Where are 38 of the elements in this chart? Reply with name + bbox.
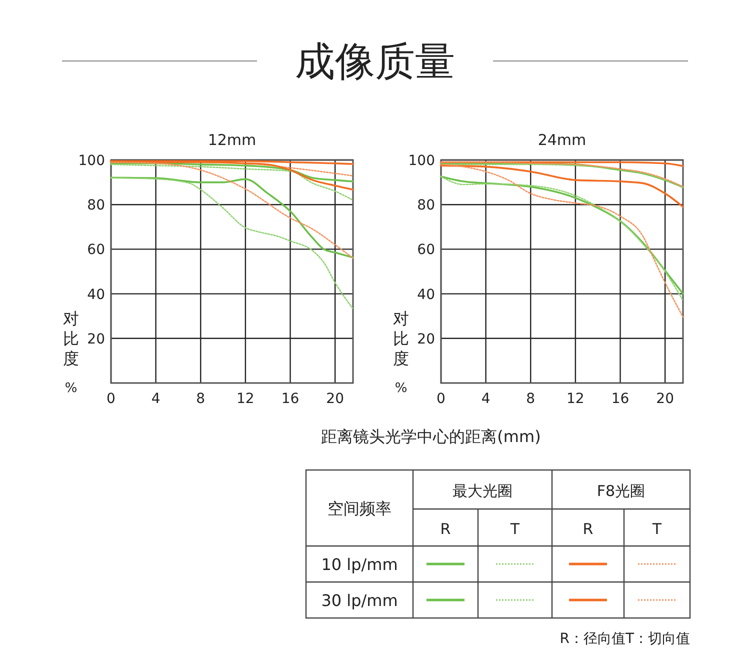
y-axis-title: 对比度% [393, 309, 409, 396]
y-tick-label: 40 [417, 286, 435, 303]
x-tick-label: 4 [151, 391, 160, 407]
y-tick-label: 60 [417, 242, 435, 258]
y-tick-label: 20 [87, 331, 105, 348]
y-tick-label: 20 [417, 331, 435, 348]
x-tick-label: 0 [436, 391, 446, 407]
x-tick-label: 12 [566, 391, 584, 407]
chart-title: 12mm [208, 131, 256, 149]
y-tick-label: 80 [87, 198, 105, 214]
text: T [509, 520, 520, 538]
text: 10 lp/mm [321, 555, 398, 574]
x-tick-label: 8 [196, 391, 206, 407]
x-tick-label: 8 [526, 391, 536, 407]
x-tick-label: 0 [106, 391, 116, 407]
x-tick-label: 20 [656, 391, 674, 407]
text: T [651, 520, 662, 538]
y-axis-title: 对比度% [63, 309, 79, 396]
x-tick-label: 4 [481, 391, 490, 407]
y-tick-label: 80 [417, 198, 435, 214]
text: R [582, 520, 594, 538]
x-tick-label: 12 [236, 391, 254, 407]
y-tick-label: 60 [87, 242, 105, 258]
text: R [440, 520, 451, 538]
x-tick-label: 16 [281, 391, 300, 407]
x-axis-title: 距离镜头光学中心的距离(mm) [321, 427, 541, 446]
text: 30 lp/mm [321, 591, 398, 610]
chart-title: 24mm [538, 131, 586, 149]
y-tick-label: 40 [87, 286, 105, 303]
text: F8光圈 [596, 482, 646, 500]
text: 空间频率 [328, 499, 392, 518]
text: 最大光圈 [452, 482, 512, 500]
x-tick-label: 20 [326, 391, 344, 407]
text: 成像质量 [295, 39, 455, 85]
y-tick-label: 100 [78, 153, 105, 169]
y-tick-label: 100 [408, 153, 435, 169]
x-tick-label: 16 [611, 391, 630, 407]
text: R：径向值T：切向值 [560, 631, 690, 647]
